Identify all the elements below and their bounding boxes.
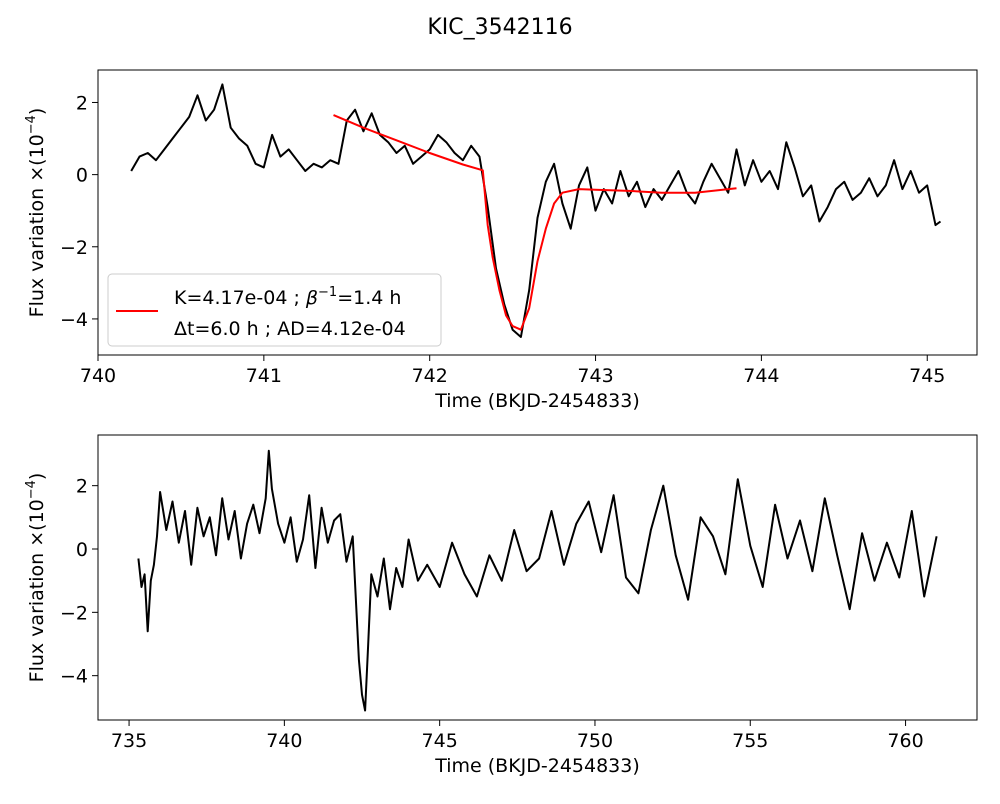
y-axis-label-exponent: −4 bbox=[24, 115, 39, 134]
x-axis-label: Time (BKJD-2454833) bbox=[434, 390, 640, 412]
legend-line-1: K=4.17e-04 ; β−1=1.4 h bbox=[174, 285, 401, 309]
legend-line-2: Δt=6.0 h ; AD=4.12e-04 bbox=[174, 318, 406, 340]
x-axis-label: Time (BKJD-2454833) bbox=[434, 755, 640, 777]
y-tick-label: −2 bbox=[60, 602, 88, 624]
x-tick-label: 750 bbox=[577, 730, 613, 752]
bottom-panel: 735 740 745 750 755 760 −4 −2 0 2 Time (BKJD-24548… bbox=[24, 434, 978, 777]
fit-line bbox=[333, 114, 737, 331]
y-tick-label: 0 bbox=[76, 539, 88, 561]
y-axis-label-exponent: −4 bbox=[24, 480, 39, 499]
x-tick-label: 743 bbox=[577, 365, 613, 387]
x-tick-label: 745 bbox=[422, 730, 458, 752]
x-tick-label: 735 bbox=[111, 730, 147, 752]
y-tick-label: 2 bbox=[76, 476, 88, 498]
flux-line bbox=[137, 449, 938, 712]
y-tick-label: 0 bbox=[76, 165, 88, 187]
legend-box bbox=[107, 273, 442, 347]
axes-frame bbox=[97, 69, 978, 356]
x-tick-label: 755 bbox=[732, 730, 768, 752]
y-axis-label: Flux variation ×(10−4) bbox=[24, 108, 48, 318]
top-panel: 740 741 742 743 744 745 −4 −2 0 2 Time (BKJD-24548… bbox=[24, 69, 978, 412]
x-tick-label: 745 bbox=[909, 365, 945, 387]
flux-line bbox=[130, 83, 942, 338]
axes-frame bbox=[97, 434, 978, 721]
x-tick-label: 744 bbox=[743, 365, 779, 387]
y-tick-label: −4 bbox=[60, 309, 88, 331]
legend-k-text: K=4.17e-04 ; bbox=[174, 287, 306, 309]
y-tick-label: 2 bbox=[76, 92, 88, 114]
x-tick-label: 760 bbox=[887, 730, 923, 752]
y-axis-label-close: ) bbox=[26, 108, 48, 115]
legend-beta-value: =1.4 h bbox=[337, 287, 401, 309]
y-axis-label-main: Flux variation ×(10 bbox=[26, 499, 48, 682]
legend-beta-symbol: β bbox=[305, 287, 318, 309]
x-tick-label: 742 bbox=[412, 365, 448, 387]
y-axis-label-close: ) bbox=[26, 473, 48, 480]
x-tick-label: 740 bbox=[266, 730, 302, 752]
legend-beta-exponent: −1 bbox=[318, 285, 337, 300]
y-tick-label: −4 bbox=[60, 666, 88, 688]
x-tick-label: 741 bbox=[246, 365, 282, 387]
x-tick-label: 740 bbox=[80, 365, 116, 387]
y-axis-label-main: Flux variation ×(10 bbox=[26, 134, 48, 317]
figure-title: KIC_3542116 bbox=[427, 15, 572, 40]
y-tick-label: −2 bbox=[60, 237, 88, 259]
y-axis-label: Flux variation ×(10−4) bbox=[24, 473, 48, 683]
